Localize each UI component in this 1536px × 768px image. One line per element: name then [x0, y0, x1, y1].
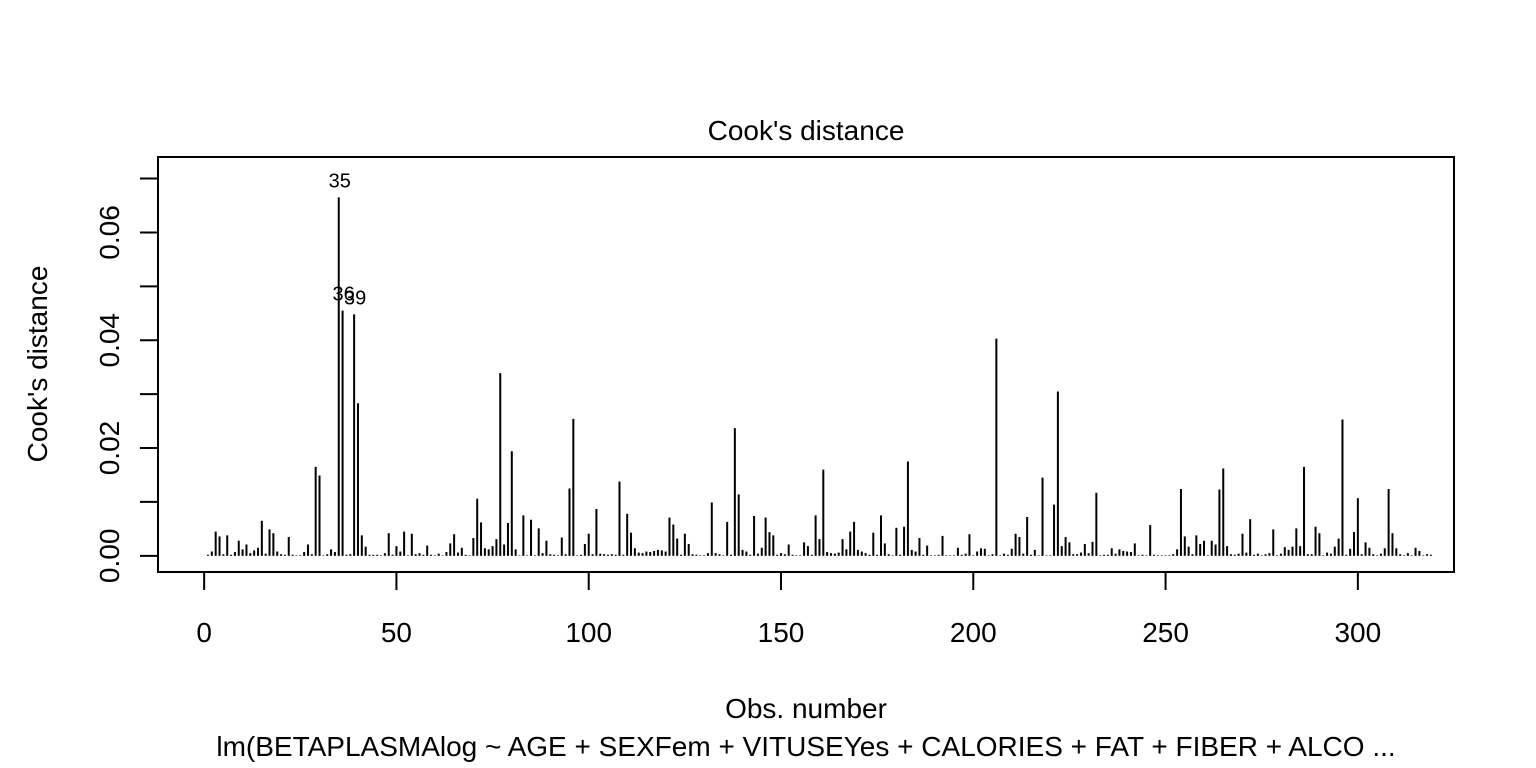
obs-point-label: 39 [344, 287, 366, 309]
y-axis: 0.00 0.02 0.04 0.06 [94, 177, 159, 584]
x-tick-label: 150 [758, 617, 805, 648]
y-tick-label: 0.06 [94, 205, 125, 259]
bar-series [206, 197, 1432, 556]
x-axis-label: Obs. number [725, 693, 887, 724]
y-axis-label: Cook's distance [22, 266, 53, 463]
y-tick-label: 0.02 [94, 421, 125, 476]
x-tick-label: 0 [196, 617, 212, 648]
chart-title: Cook's distance [708, 115, 905, 146]
x-axis: 0 50 100 150 200 250 300 [196, 571, 1381, 648]
x-tick-label: 300 [1334, 617, 1381, 648]
x-tick-label: 50 [381, 617, 412, 648]
x-tick-label: 200 [950, 617, 997, 648]
x-tick-label: 100 [565, 617, 612, 648]
x-tick-label: 250 [1142, 617, 1189, 648]
y-tick-label: 0.04 [94, 313, 125, 368]
obs-point-label: 35 [329, 170, 351, 192]
model-formula-subtitle: lm(BETAPLASMAlog ~ AGE + SEXFem + VITUSE… [216, 731, 1395, 762]
obs-point-label: 36 [332, 284, 354, 306]
y-tick-label: 0.00 [94, 529, 125, 584]
